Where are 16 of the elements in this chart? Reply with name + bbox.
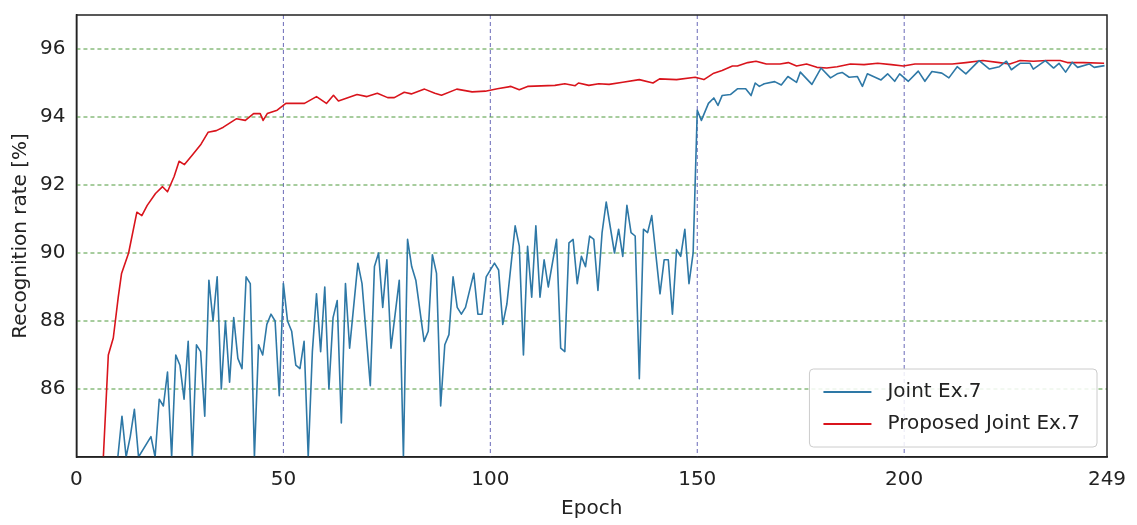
legend-label: Joint Ex.7 — [885, 378, 982, 403]
y-tick-label: 96 — [40, 35, 66, 60]
x-tick-label: 100 — [471, 466, 510, 491]
legend-label: Proposed Joint Ex.7 — [887, 410, 1080, 435]
y-tick-label: 94 — [40, 103, 66, 128]
x-tick-label: 249 — [1087, 466, 1127, 491]
x-tick-label: 0 — [70, 466, 83, 491]
x-tick-label: 200 — [885, 466, 924, 491]
y-tick-label: 92 — [40, 171, 66, 196]
y-tick-label: 86 — [40, 375, 66, 400]
y-tick-label: 90 — [40, 239, 66, 264]
y-axis-title: Recognition rate [%] — [7, 133, 32, 339]
x-axis-title: Epoch — [561, 495, 623, 520]
x-tick-label: 50 — [270, 466, 297, 491]
x-tick-label: 150 — [678, 466, 717, 491]
y-tick-label: 88 — [40, 307, 66, 332]
